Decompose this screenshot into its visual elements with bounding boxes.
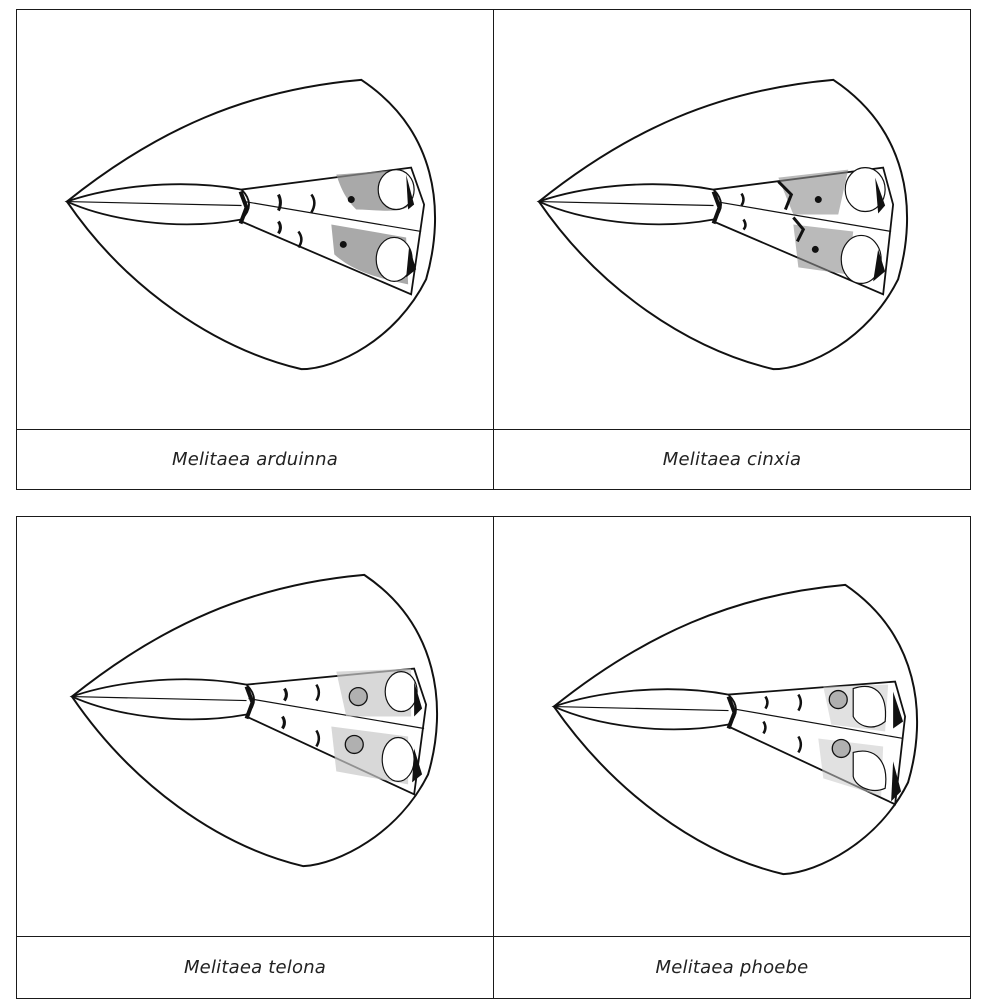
figure-table-top: Melitaea arduinna Melitaea cinxia (16, 9, 971, 490)
species-caption: Melitaea cinxia (662, 449, 802, 470)
hindwing-drawing (551, 583, 919, 876)
figure-table-bottom: Melitaea telona Melitaea phoebe (16, 516, 971, 999)
wing-figure-telona (17, 517, 494, 937)
species-caption: Melitaea telona (17, 937, 494, 998)
hindwing-drawing (69, 573, 438, 868)
species-caption: Melitaea arduinna (17, 430, 494, 489)
hindwing-drawing (536, 78, 908, 371)
species-caption: Melitaea phoebe (655, 957, 809, 978)
wing-figure-phoebe (494, 517, 970, 937)
wing-figure-cinxia (494, 10, 970, 430)
wing-figure-arduinna (17, 10, 494, 430)
hindwing-drawing (64, 78, 436, 371)
